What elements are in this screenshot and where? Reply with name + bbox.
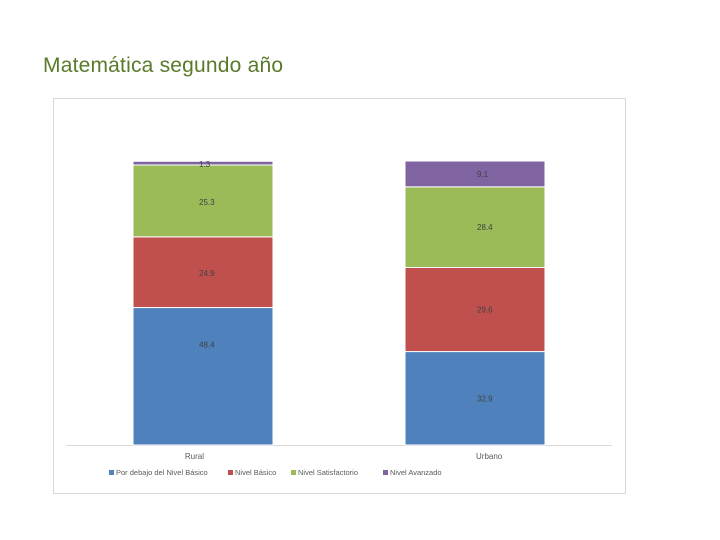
stacked-bar-chart: 48.4 24.9 25.3 1.3 Rural 32.9 29.6 28.4 9.1 Urban… <box>66 160 612 477</box>
bar-segment-rural-4 <box>132 160 274 166</box>
data-label: 48.4 <box>199 341 215 350</box>
bar-segment-rural-3 <box>132 164 274 238</box>
bar-segment-urbano-3 <box>404 186 546 268</box>
legend-label: Por debajo del Nivel Básico <box>116 468 208 477</box>
bar-segment-rural-2 <box>132 236 274 309</box>
legend-label: Nivel Satisfactorio <box>298 468 358 477</box>
legend-swatch <box>228 470 233 475</box>
x-tick-label: Rural <box>185 452 204 461</box>
legend-label: Nivel Básico <box>235 468 276 477</box>
bar-segment-urbano-1 <box>404 351 546 446</box>
slide-title: Matemática segundo año <box>43 54 284 77</box>
data-label: 32.9 <box>477 394 493 403</box>
bar-segment-rural-1 <box>132 307 274 446</box>
data-label: 29.6 <box>477 306 493 315</box>
x-tick-label: Urbano <box>476 452 503 461</box>
bar-segment-urbano-4 <box>404 160 546 188</box>
data-label: 1.3 <box>199 160 211 169</box>
bar-segment-urbano-2 <box>404 267 546 353</box>
legend-swatch <box>109 470 114 475</box>
legend-label: Nivel Avanzado <box>390 468 442 477</box>
data-label: 25.3 <box>199 198 215 207</box>
data-label: 24.9 <box>199 269 215 278</box>
data-label: 28.4 <box>477 223 493 232</box>
data-label: 9.1 <box>477 170 489 179</box>
chart-area: 48.4 24.9 25.3 1.3 Rural 32.9 29.6 28.4 9.1 Urban… <box>53 98 626 494</box>
legend-swatch <box>383 470 388 475</box>
legend-swatch <box>291 470 296 475</box>
